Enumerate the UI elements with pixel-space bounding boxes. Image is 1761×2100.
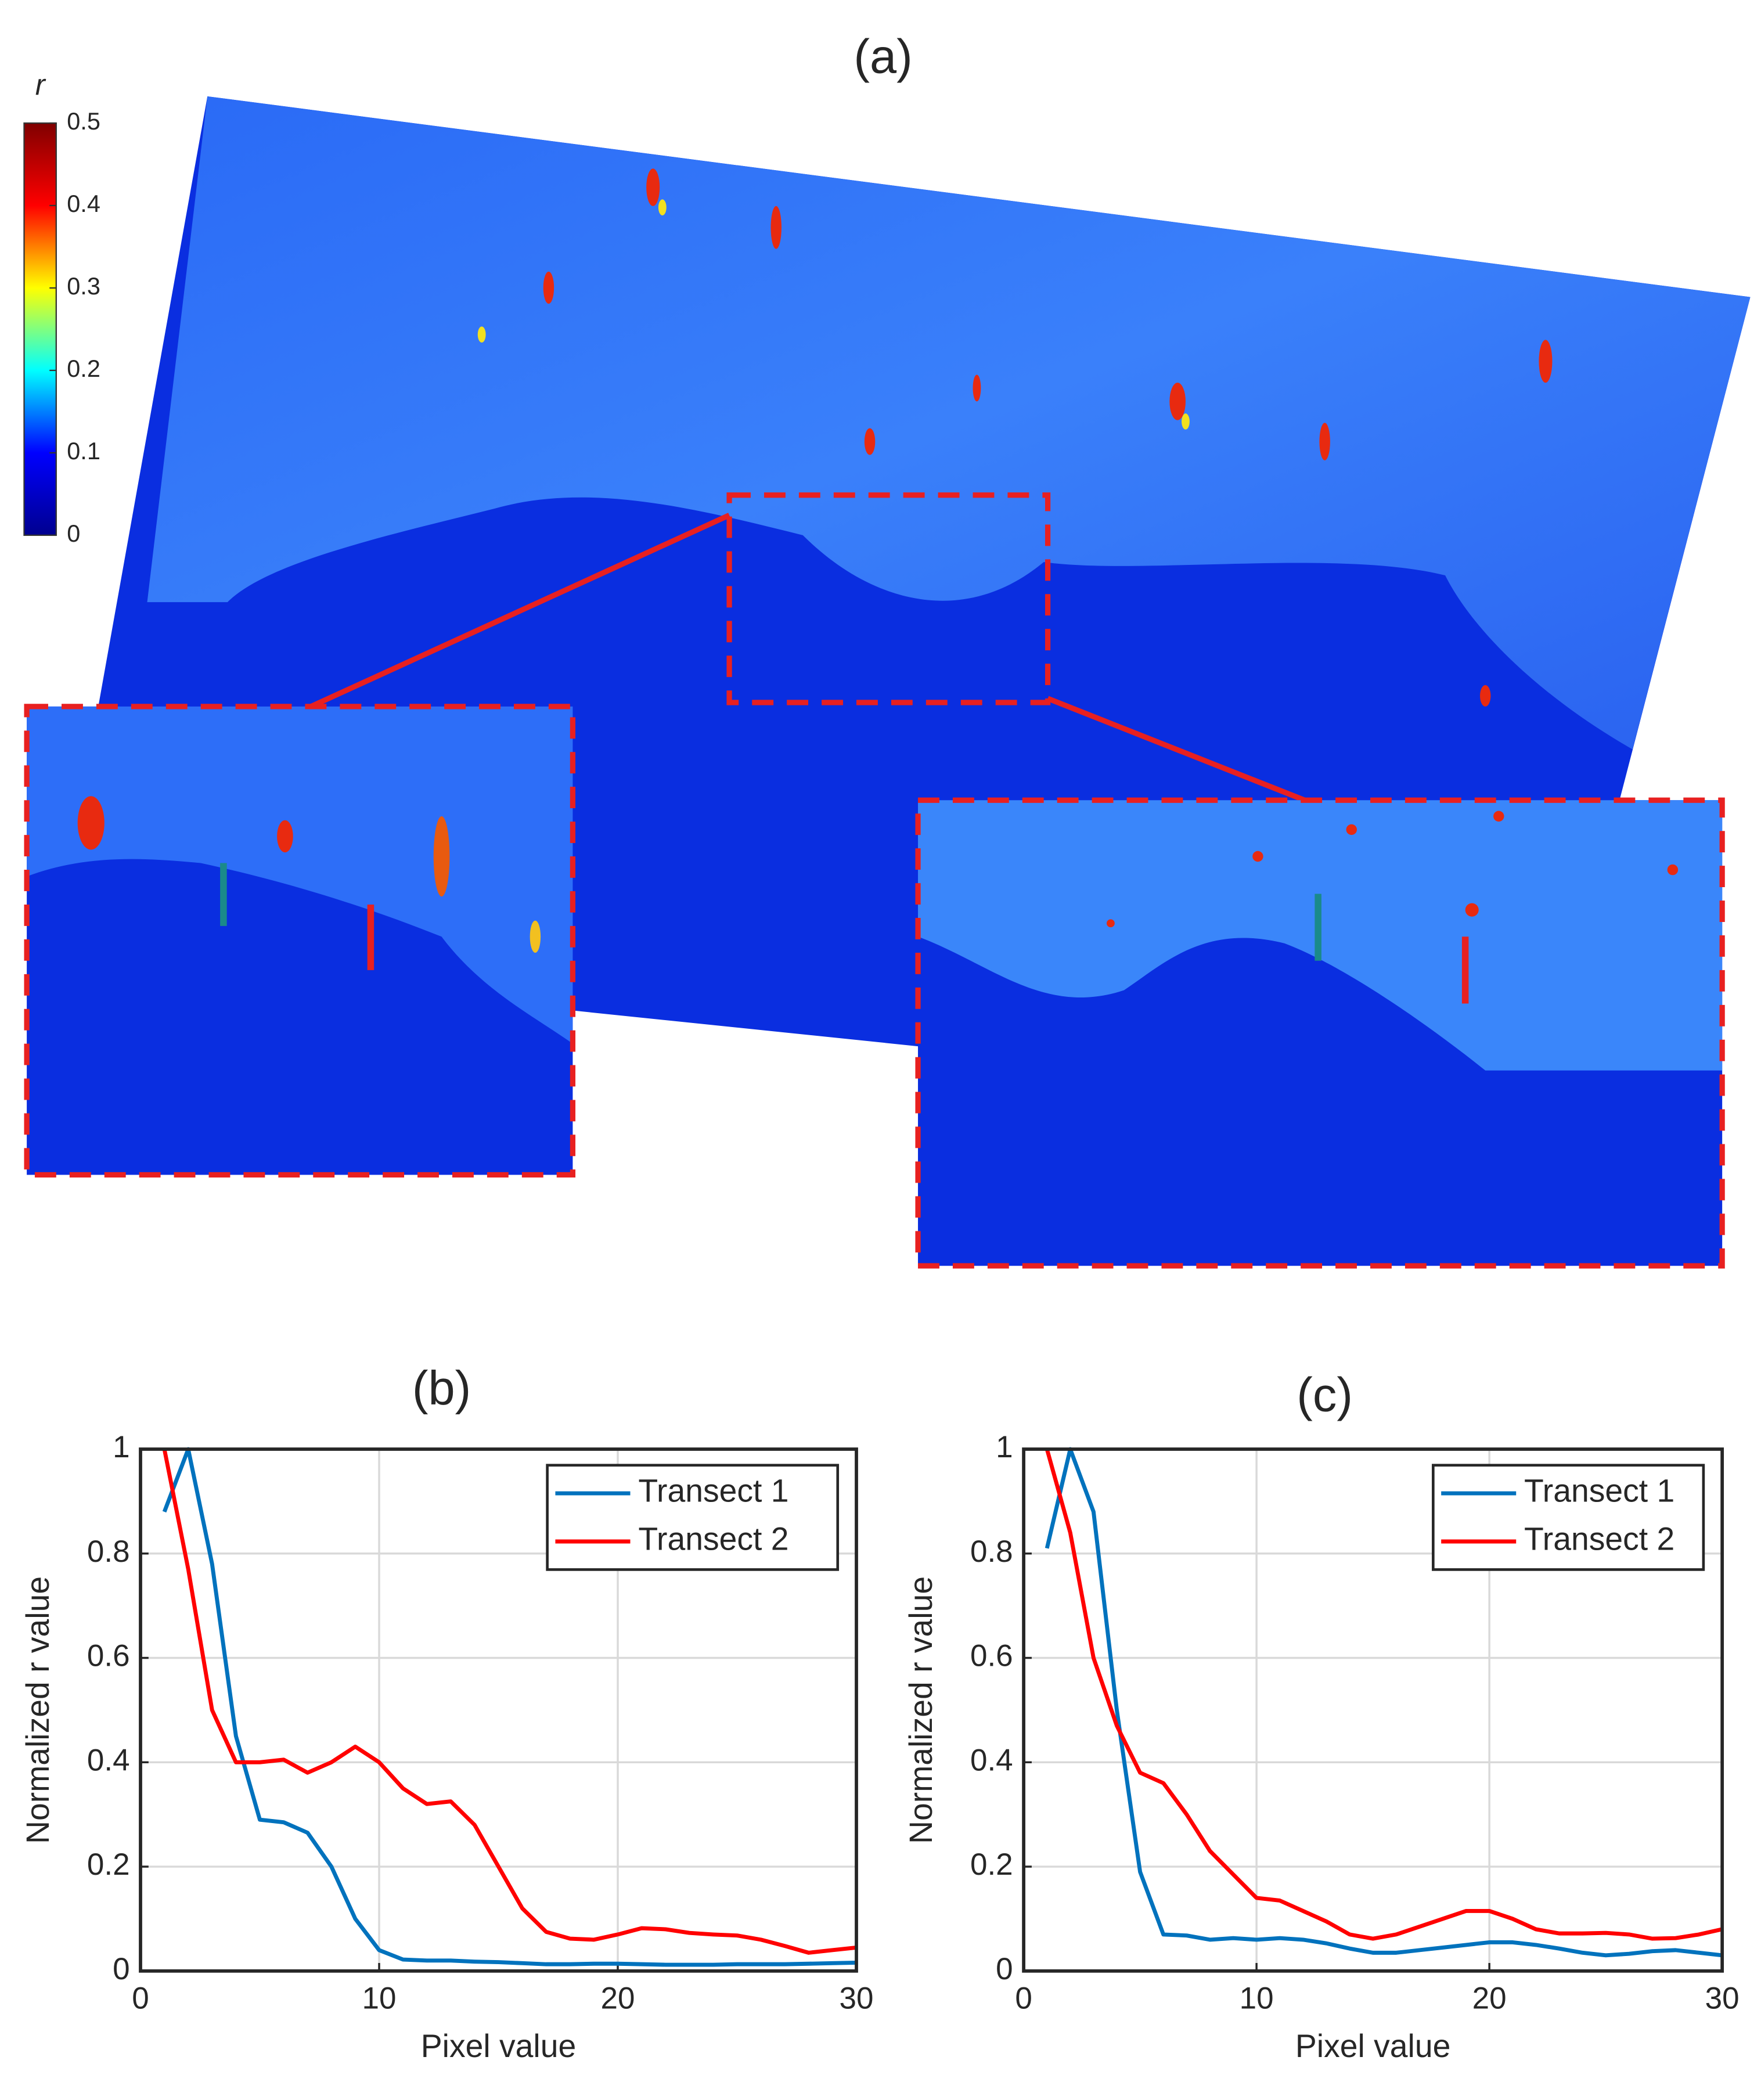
y-axis-label: Normalized r value (20, 1576, 56, 1844)
colorbar-label: r (35, 68, 46, 101)
x-axis-label: Pixel value (1295, 2028, 1450, 2064)
legend-label: Transect 2 (638, 1521, 788, 1557)
colorbar (23, 122, 57, 536)
colorbar-tick-label: 0.3 (67, 272, 100, 300)
land (147, 96, 1751, 750)
zoom-box (726, 492, 1051, 705)
line-series (1045, 1447, 1723, 1958)
y-tick-label: 0.8 (87, 1535, 130, 1569)
colorbar-tick-label: 0.2 (67, 355, 100, 382)
y-tick-label: 1 (113, 1430, 129, 1464)
legend-label: Transect 1 (1524, 1473, 1674, 1509)
zoom-connector (304, 513, 730, 712)
line-series (162, 1447, 857, 1967)
legend (1432, 1464, 1705, 1571)
x-tick-label: 0 (132, 1982, 149, 2016)
hotspots (543, 168, 1553, 707)
chart-title: (a) (854, 30, 912, 84)
chart-title: (b) (412, 1361, 471, 1415)
x-axis-label: Pixel value (421, 2028, 576, 2064)
legend-label: Transect 1 (638, 1473, 788, 1509)
plot-frame (139, 1447, 858, 1973)
legend-label: Transect 2 (1524, 1521, 1674, 1557)
y-tick-label: 0 (996, 1952, 1013, 1986)
colorbar-tick-label: 0.4 (67, 190, 100, 217)
hotspots-yellow (477, 199, 1190, 430)
y-tick-label: 0.6 (87, 1639, 130, 1673)
zoom-connector (1046, 696, 1313, 806)
x-tick-label: 0 (1015, 1982, 1032, 2016)
y-tick-label: 0.2 (87, 1847, 130, 1882)
colorbar-tick-label: 0 (67, 520, 80, 547)
x-tick-label: 20 (1472, 1982, 1507, 2016)
y-tick-label: 1 (996, 1430, 1013, 1464)
colorbar-tick-label: 0.5 (67, 107, 100, 135)
legend (546, 1464, 840, 1571)
x-tick-label: 30 (1705, 1982, 1740, 2016)
y-tick-label: 0.4 (87, 1743, 130, 1777)
y-tick-label: 0 (113, 1952, 129, 1986)
y-tick-label: 0.4 (970, 1743, 1013, 1777)
plot-frame (1022, 1447, 1724, 1973)
x-tick-label: 30 (840, 1982, 874, 2016)
x-tick-label: 10 (362, 1982, 397, 2016)
line-series (1045, 1449, 1723, 1941)
y-axis-label: Normalized r value (903, 1576, 939, 1844)
inset-right (915, 797, 1725, 1269)
colorbar-tick-label: 0.1 (67, 437, 100, 464)
chart-title: (c) (1297, 1367, 1353, 1421)
x-tick-label: 20 (601, 1982, 635, 2016)
inset-left (24, 704, 576, 1178)
y-tick-label: 0.8 (970, 1535, 1013, 1569)
line-series (162, 1449, 857, 1955)
y-tick-label: 0.2 (970, 1847, 1013, 1882)
map (24, 96, 1751, 1269)
x-tick-label: 10 (1240, 1982, 1274, 2016)
y-tick-label: 0.6 (970, 1639, 1013, 1673)
